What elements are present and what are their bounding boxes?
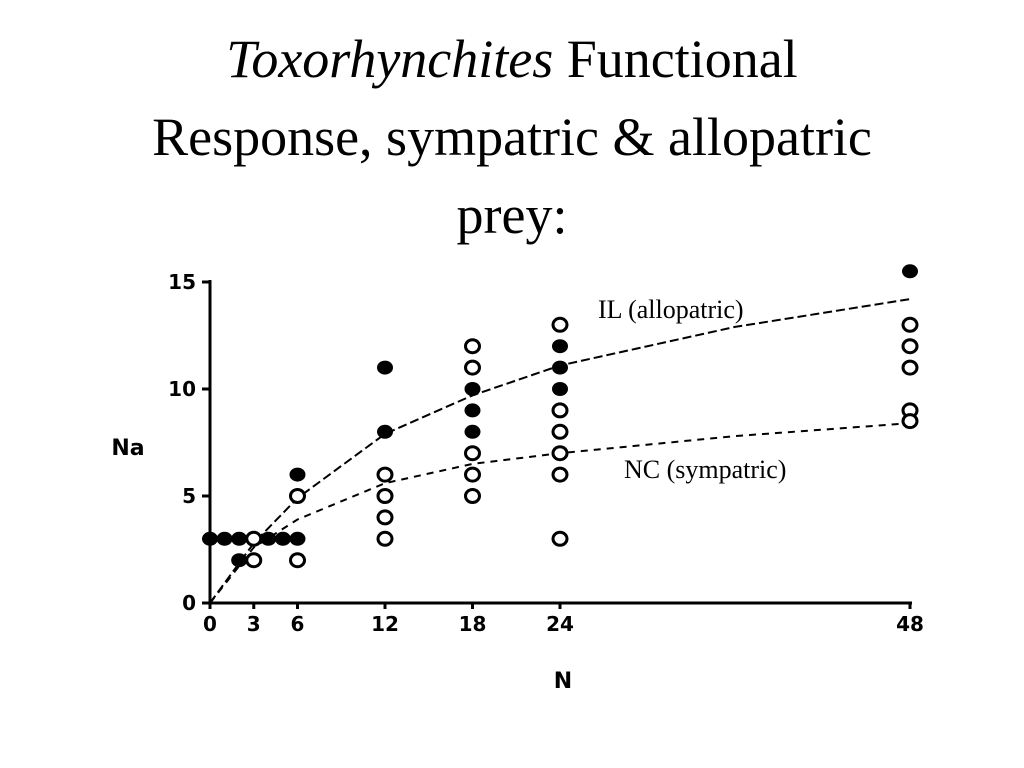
data-point-il [377, 360, 393, 375]
data-point-il [274, 531, 291, 546]
data-point-nc [551, 445, 569, 462]
chart-axes: 0 5 10 15 0 3 6 12 18 24 48 N Na [111, 270, 924, 694]
data-point-nc [245, 530, 263, 547]
data-point-nc [464, 359, 481, 376]
y-tick-label: 0 [182, 591, 196, 615]
data-point-il [902, 264, 918, 279]
x-axis-label: N [554, 669, 572, 694]
data-point-il [202, 531, 218, 546]
x-tick-label: 0 [203, 612, 217, 636]
data-point-nc [901, 359, 919, 376]
x-tick-label: 3 [247, 612, 261, 636]
data-point-nc [901, 338, 919, 355]
data-point-il [231, 531, 248, 546]
data-point-il [464, 424, 481, 439]
data-point-il [464, 403, 481, 418]
data-point-il [216, 531, 233, 546]
y-axis-label: Na [111, 436, 144, 461]
data-point-nc [551, 530, 569, 547]
series-label-il: IL (allopatric) [598, 295, 744, 324]
x-tick-label: 12 [371, 612, 399, 636]
data-point-nc [376, 509, 394, 526]
data-point-il [260, 531, 277, 546]
data-point-nc [376, 530, 394, 547]
data-point-nc [376, 466, 394, 483]
data-point-nc [551, 316, 569, 333]
data-point-il [231, 553, 248, 568]
y-tick-label: 5 [182, 484, 196, 508]
data-point-nc [901, 413, 919, 430]
x-tick-label: 48 [896, 612, 924, 636]
data-point-il [552, 360, 568, 375]
data-point-nc [551, 402, 569, 419]
data-point-il [552, 339, 568, 354]
data-point-nc [289, 552, 306, 569]
series-label-nc: NC (sympatric) [624, 455, 786, 484]
data-point-nc [464, 338, 481, 355]
data-point-nc [376, 488, 394, 504]
x-tick-label: 18 [459, 612, 487, 636]
data-point-nc [289, 488, 306, 504]
title-genus: Toxorhynchites [226, 29, 554, 89]
title-line-2: Response, sympatric & allopatric [152, 107, 872, 167]
data-point-il [289, 531, 306, 546]
data-point-nc [901, 316, 919, 333]
chart-labels: IL (allopatric) NC (sympatric) [598, 295, 786, 484]
data-point-nc [245, 552, 263, 569]
data-point-il [377, 424, 393, 439]
data-point-nc [464, 445, 481, 462]
title-line-1: Toxorhynchites Functional [0, 20, 1024, 98]
title-line-1-rest: Functional [553, 29, 798, 89]
y-tick-label: 10 [168, 377, 196, 401]
data-point-il [289, 467, 306, 482]
x-tick-label: 6 [291, 612, 305, 636]
data-point-il [464, 382, 481, 396]
data-point-nc [464, 488, 481, 504]
title-line-3: prey: [456, 185, 568, 245]
x-tick-label: 24 [546, 612, 574, 636]
data-point-il [552, 382, 568, 396]
data-point-nc [464, 466, 481, 483]
chart-points [202, 264, 919, 569]
y-tick-label: 15 [168, 270, 196, 294]
slide-title: Toxorhynchites Functional Response, symp… [0, 20, 1024, 254]
data-point-nc [551, 466, 569, 483]
data-point-nc [551, 423, 569, 440]
